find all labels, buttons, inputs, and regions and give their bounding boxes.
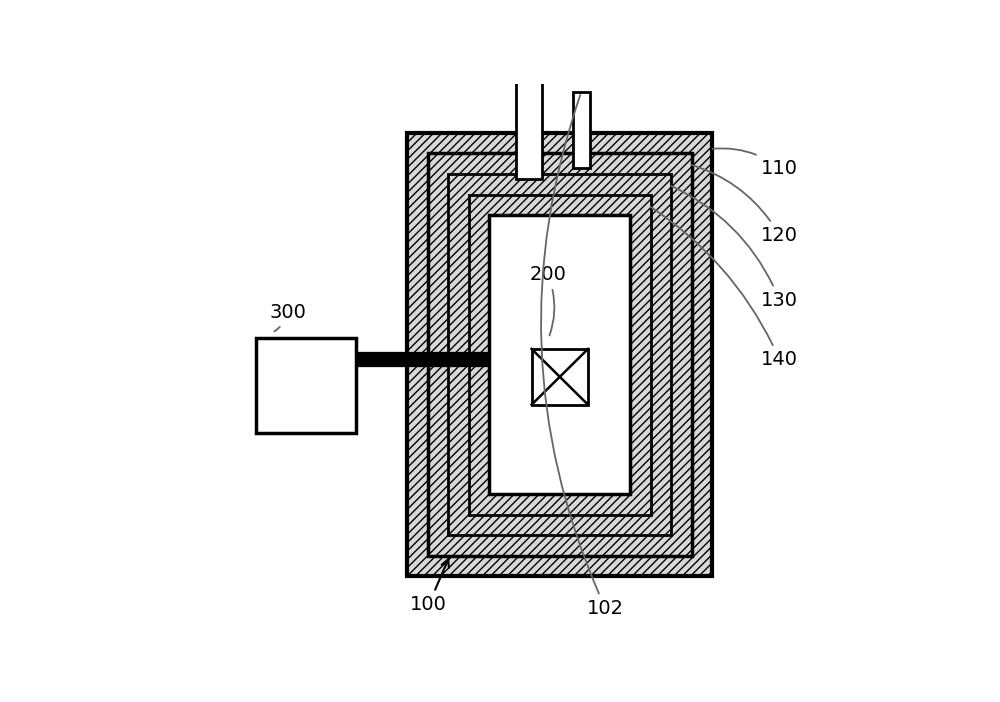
- Bar: [573, 93, 590, 168]
- Bar: [448, 174, 671, 535]
- Text: 100: 100: [410, 559, 449, 614]
- Text: 101: 101: [0, 701, 1, 702]
- Text: 102: 102: [541, 95, 624, 618]
- Bar: [256, 338, 356, 433]
- Text: 110: 110: [713, 148, 798, 178]
- Text: 140: 140: [651, 207, 798, 369]
- Bar: [407, 133, 712, 576]
- Text: 200: 200: [529, 265, 566, 336]
- Bar: [489, 215, 630, 494]
- Bar: [469, 194, 651, 515]
- Text: 120: 120: [692, 165, 798, 245]
- Text: 300: 300: [270, 303, 307, 331]
- Bar: [532, 349, 588, 405]
- Bar: [428, 154, 692, 555]
- Text: 130: 130: [671, 186, 798, 310]
- Bar: [516, 81, 542, 179]
